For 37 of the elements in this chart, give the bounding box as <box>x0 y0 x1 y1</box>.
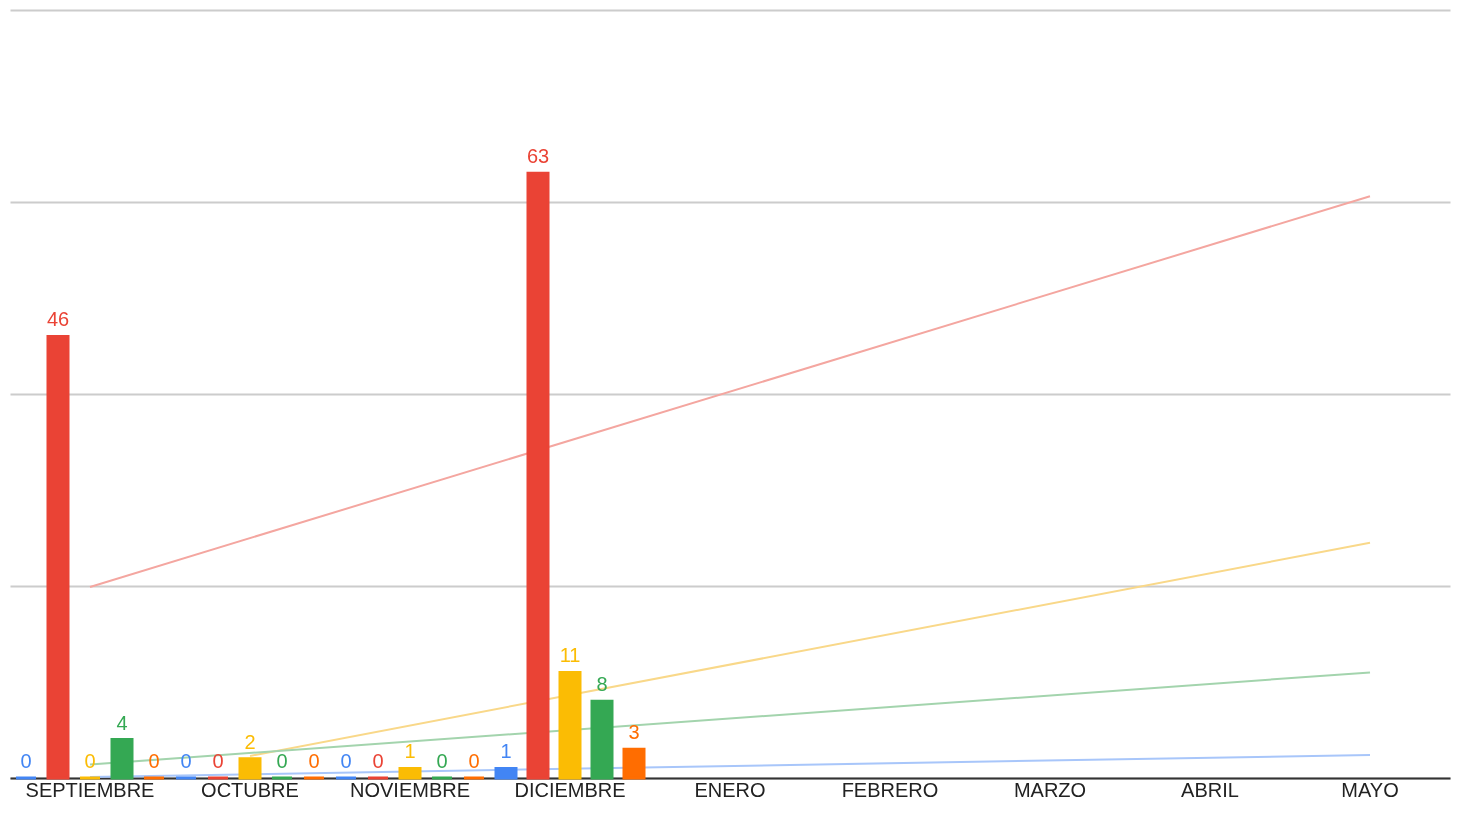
data-label: 1 <box>500 740 512 763</box>
data-label: 0 <box>468 750 480 772</box>
data-label: 2 <box>244 730 256 753</box>
bar <box>622 747 646 780</box>
x-tick-label: ABRIL <box>1181 778 1239 801</box>
bar <box>398 766 422 780</box>
data-label: 63 <box>526 145 550 168</box>
data-label: 0 <box>372 750 384 772</box>
x-tick-label: NOVIEMBRE <box>349 778 471 801</box>
data-label: 4 <box>116 711 128 734</box>
bar <box>46 334 70 780</box>
data-label: 0 <box>20 750 32 772</box>
data-label: 0 <box>308 750 320 772</box>
bar <box>494 766 518 780</box>
data-label: 0 <box>212 750 224 772</box>
x-tick-label: MAYO <box>1341 778 1399 801</box>
data-label: 46 <box>46 308 70 331</box>
bar <box>590 699 614 780</box>
data-label: 1 <box>404 740 416 763</box>
x-tick-label: DICIEMBRE <box>514 778 626 801</box>
data-label: 0 <box>340 750 352 772</box>
bar <box>110 738 134 780</box>
data-label: 0 <box>180 750 192 772</box>
x-tick-label: ENERO <box>694 778 766 801</box>
data-label: 0 <box>436 750 448 772</box>
data-label: 0 <box>276 750 288 772</box>
bar <box>526 171 550 780</box>
bar <box>558 670 582 780</box>
data-label: 3 <box>628 721 640 744</box>
x-tick-label: FEBRERO <box>841 778 939 801</box>
data-label: 0 <box>148 750 160 772</box>
bar <box>238 757 262 780</box>
x-tick-label: SEPTIEMBRE <box>25 778 155 801</box>
x-tick-label: MARZO <box>1013 778 1087 801</box>
data-label: 0 <box>84 750 96 772</box>
data-label: 11 <box>559 644 581 667</box>
x-tick-label: OCTUBRE <box>201 778 299 801</box>
